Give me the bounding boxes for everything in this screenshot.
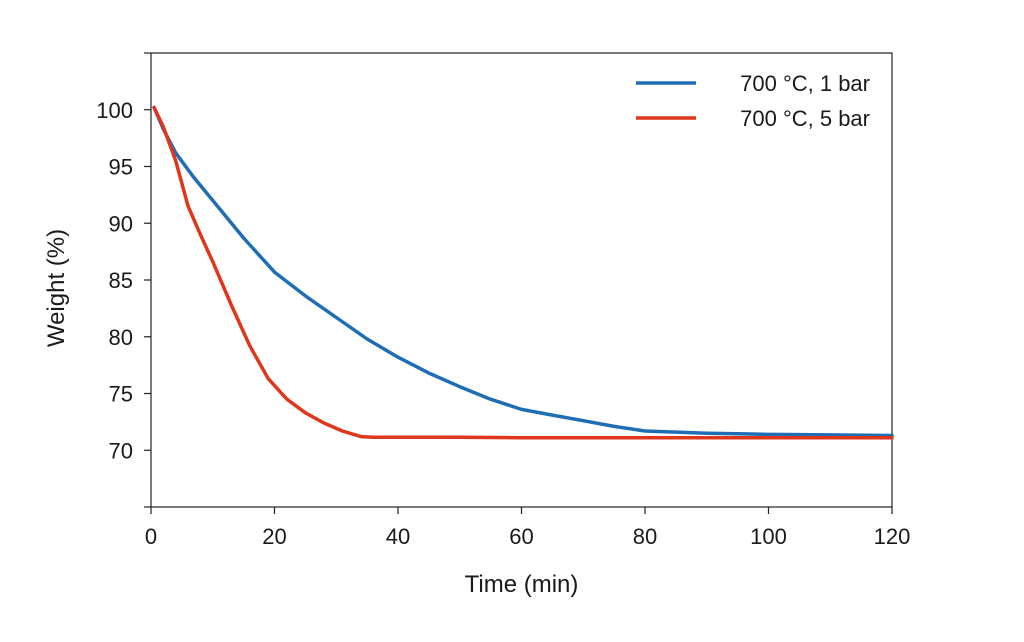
y-tick-label: 95 xyxy=(109,155,133,180)
y-tick-label: 90 xyxy=(109,211,133,236)
series-line-1 xyxy=(152,105,894,438)
axes-layer: 0 20 40 60 80 100 120 70 75 80 85 90 95 100 xyxy=(96,52,911,549)
x-tick-label: 80 xyxy=(633,524,657,549)
y-tick-label: 80 xyxy=(109,325,133,350)
y-tick-label: 75 xyxy=(109,382,133,407)
legend-label-1: 700 °C, 1 bar xyxy=(740,71,870,96)
y-tick-label: 70 xyxy=(109,438,133,463)
legend: 700 °C, 1 bar 700 °C, 5 bar xyxy=(636,71,870,131)
x-tick-label: 40 xyxy=(386,524,410,549)
x-tick-label: 60 xyxy=(509,524,533,549)
x-axis-title: Time (min) xyxy=(465,571,579,598)
x-tick-label: 0 xyxy=(145,524,157,549)
legend-label-2: 700 °C, 5 bar xyxy=(740,106,870,131)
y-tick-label: 85 xyxy=(109,268,133,293)
x-tick-label: 120 xyxy=(874,524,911,549)
y-tick-label: 100 xyxy=(96,98,133,123)
x-tick-label: 20 xyxy=(262,524,286,549)
x-tick-label: 100 xyxy=(750,524,787,549)
y-axis-title: Weight (%) xyxy=(43,229,70,347)
series-line-2 xyxy=(152,105,894,440)
series-layer xyxy=(152,105,894,440)
